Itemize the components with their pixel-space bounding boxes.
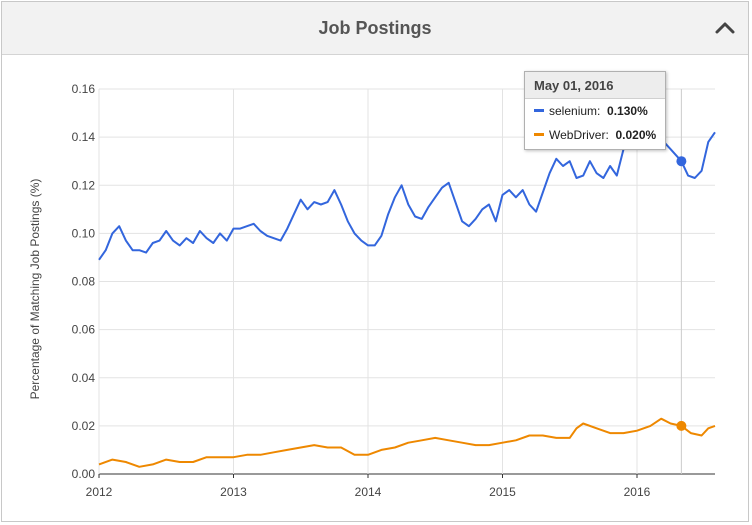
grid-layer bbox=[98, 88, 715, 475]
x-tick-label: 2015 bbox=[489, 485, 516, 499]
tooltip-series-value: 0.020% bbox=[615, 128, 657, 142]
tooltip-date: May 01, 2016 bbox=[525, 72, 665, 99]
x-tick-label: 2012 bbox=[86, 485, 113, 499]
series-layer bbox=[98, 109, 716, 468]
series-line-selenium bbox=[98, 109, 716, 261]
y-axis-label: Percentage of Matching Job Postings (%) bbox=[28, 179, 42, 400]
y-tick-label: 0.06 bbox=[72, 323, 96, 337]
y-tick-label: 0.12 bbox=[72, 178, 96, 192]
x-tick-label: 2013 bbox=[220, 485, 247, 499]
collapse-button[interactable] bbox=[712, 15, 738, 41]
tooltip-row-webdriver: WebDriver: 0.020% bbox=[525, 123, 665, 147]
chevron-up-icon bbox=[715, 22, 735, 34]
y-tick-label: 0.10 bbox=[72, 226, 96, 240]
panel-title: Job Postings bbox=[318, 18, 432, 38]
y-tick-label: 0.00 bbox=[72, 467, 96, 481]
tooltip-row-selenium: selenium: 0.130% bbox=[525, 99, 665, 123]
axis-layer: 0.00 0.02 0.04 0.06 0.08 0.10 0.12 0.14 0.16 2012… bbox=[72, 82, 651, 499]
hover-point-webdriver bbox=[676, 420, 687, 431]
y-tick-label: 0.02 bbox=[72, 419, 96, 433]
selenium-swatch-icon bbox=[534, 109, 544, 113]
x-tick-label: 2016 bbox=[624, 485, 651, 499]
y-tick-label: 0.04 bbox=[72, 371, 96, 385]
tooltip-series-name: WebDriver bbox=[549, 128, 606, 142]
y-tick-label: 0.08 bbox=[72, 275, 96, 289]
x-tick-label: 2014 bbox=[355, 485, 382, 499]
webdriver-swatch-icon bbox=[534, 133, 544, 137]
marker-layer bbox=[676, 156, 687, 431]
tooltip-series-value: 0.130% bbox=[607, 104, 648, 118]
tooltip-series-name: selenium bbox=[549, 104, 598, 118]
hover-tooltip: May 01, 2016 selenium: 0.130% WebDriver:… bbox=[524, 71, 666, 150]
y-tick-label: 0.14 bbox=[72, 130, 96, 144]
panel-header: Job Postings bbox=[2, 2, 748, 55]
hover-point-selenium bbox=[676, 156, 687, 167]
series-line-webdriver bbox=[98, 417, 716, 468]
y-tick-label: 0.16 bbox=[72, 82, 96, 96]
